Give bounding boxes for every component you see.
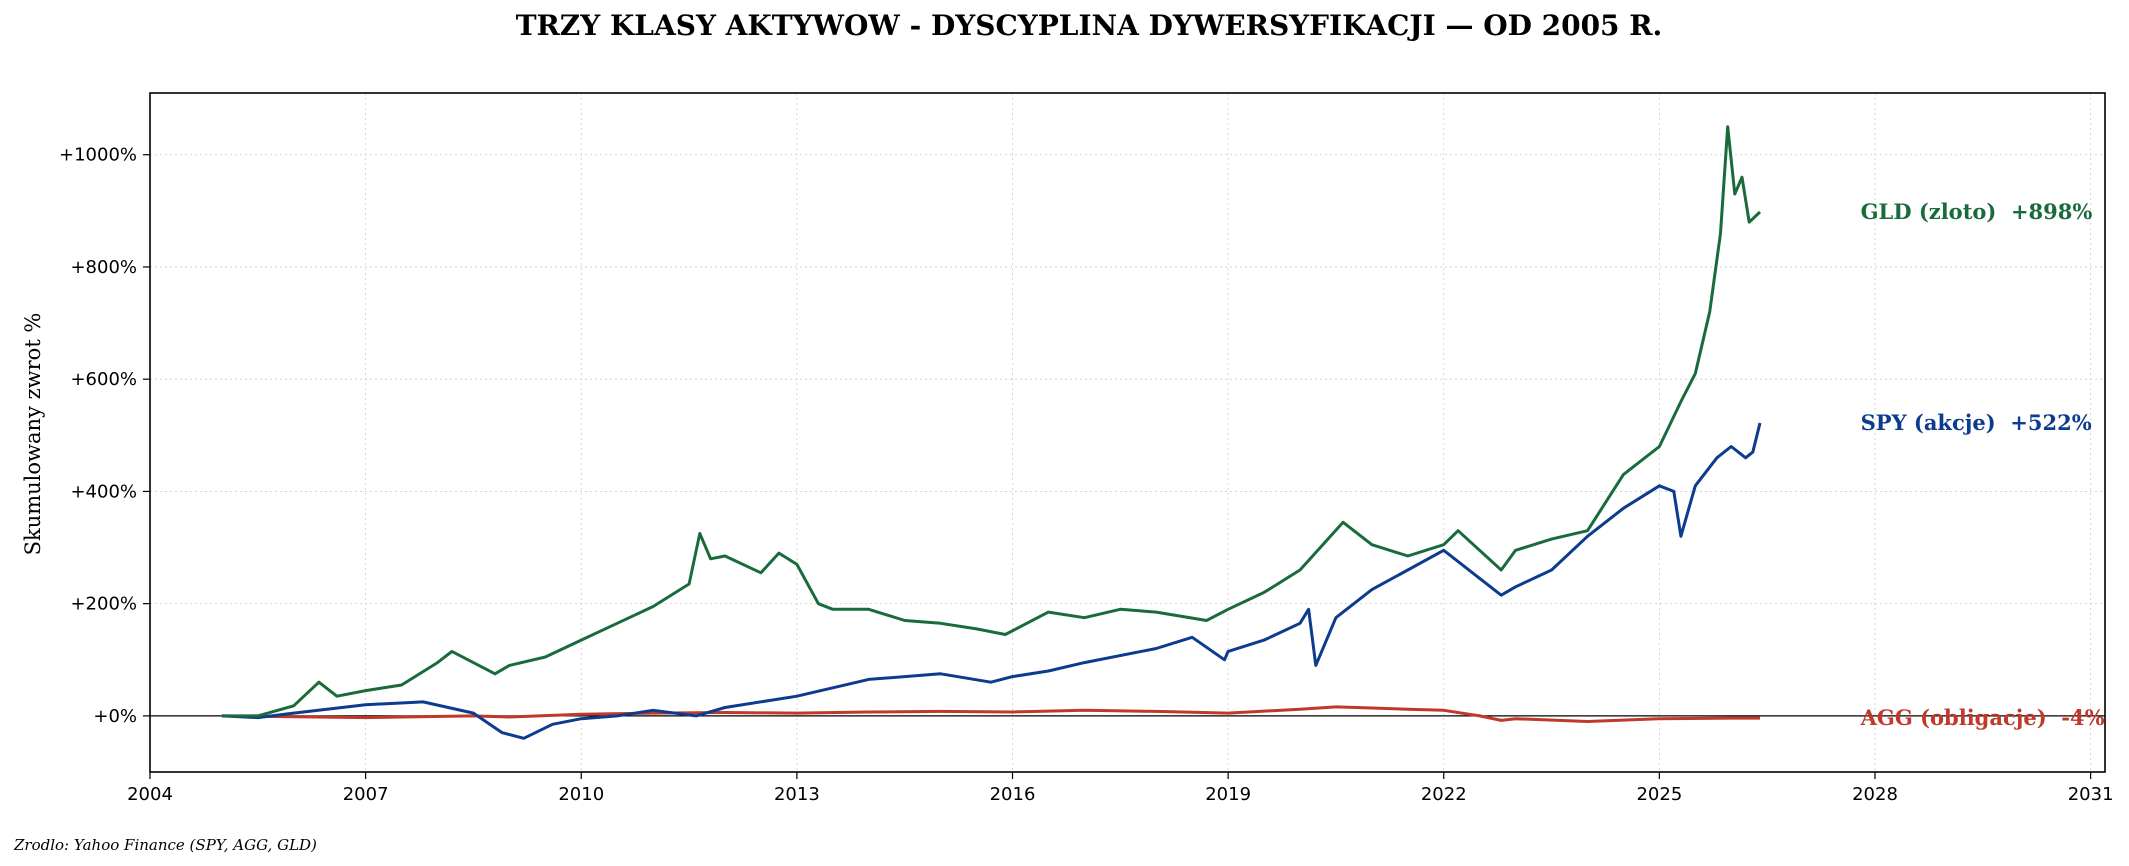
end-label-spy: SPY (akcje) +522% — [1861, 410, 2092, 435]
x-tick-label: 2031 — [2068, 784, 2114, 805]
y-tick-label: +800% — [70, 257, 137, 278]
y-tick-label: +0% — [93, 706, 137, 727]
y-axis: +0% +200% +400% +600% +800% +1000% — [59, 145, 150, 727]
x-axis: 2004 2007 2010 2013 2016 2019 2022 2025 2028 2031 — [127, 772, 2114, 805]
y-tick-label: +200% — [70, 594, 137, 615]
series-end-labels: GLD (zloto) +898% SPY (akcje) +522% AGG (o… — [1860, 199, 2105, 730]
series-line-agg — [221, 705, 1760, 723]
source-note: Zrodlo: Yahoo Finance (SPY, AGG, GLD) — [13, 836, 317, 854]
x-tick-label: 2016 — [990, 784, 1036, 805]
x-tick-label: 2010 — [558, 784, 604, 805]
y-axis-label: Skumulowany zwrot % — [21, 313, 45, 556]
series-line-spy — [221, 422, 1762, 740]
plot-frame — [149, 92, 2106, 773]
y-tick-label: +1000% — [59, 145, 137, 166]
y-tick-label: +400% — [70, 481, 137, 502]
x-tick-label: 2013 — [774, 784, 820, 805]
x-tick-label: 2007 — [343, 784, 389, 805]
x-tick-label: 2022 — [1421, 784, 1467, 805]
x-tick-label: 2025 — [1636, 784, 1682, 805]
x-tick-label: 2028 — [1852, 784, 1898, 805]
series-lines — [221, 125, 1762, 740]
x-tick-label: 2019 — [1205, 784, 1251, 805]
series-line-gld — [221, 125, 1762, 718]
x-tick-label: 2004 — [127, 784, 173, 805]
y-tick-label: +600% — [70, 369, 137, 390]
end-label-gld: GLD (zloto) +898% — [1861, 199, 2093, 224]
end-label-agg: AGG (obligacje) -4% — [1860, 705, 2105, 730]
chart-title: TRZY KLASY AKTYWOW - DYSCYPLINA DYWERSYF… — [516, 9, 1663, 42]
